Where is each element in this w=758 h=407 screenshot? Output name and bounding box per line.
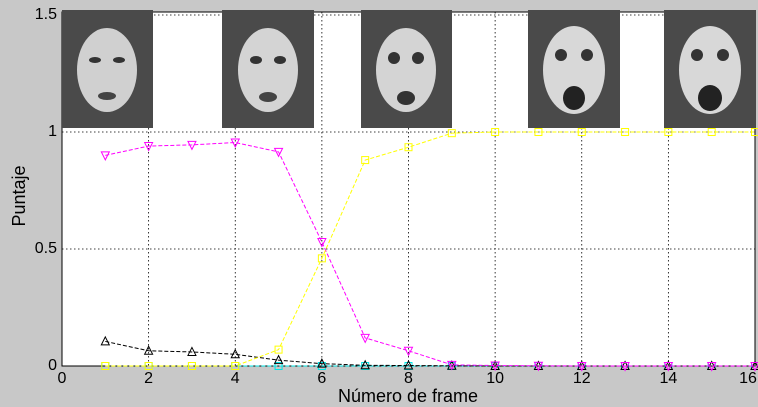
data-point: [317, 237, 327, 248]
series: [101, 128, 758, 370]
x-tick-label: 2: [144, 370, 153, 387]
data-point: [361, 156, 370, 165]
y-tick-label: 1.5: [35, 6, 57, 23]
data-point: [361, 362, 370, 370]
data-point: [317, 358, 327, 368]
data-point: [187, 362, 196, 370]
series-line: [105, 142, 755, 367]
data-point: [273, 147, 284, 158]
data-point: [317, 254, 326, 263]
x-tick-label: 6: [317, 370, 326, 387]
series-line: [105, 131, 755, 367]
data-point: [707, 128, 716, 136]
data-point: [143, 345, 154, 355]
face-image: [361, 10, 452, 128]
data-point: [230, 348, 241, 359]
face-image: [528, 10, 620, 128]
data-point: [620, 362, 630, 372]
x-axis-label: Número de frame: [338, 386, 478, 406]
data-point: [230, 138, 241, 149]
y-tick-label: 0.5: [35, 240, 57, 257]
data-point: [403, 359, 414, 370]
data-point: [231, 362, 240, 370]
data-point: [490, 361, 500, 372]
series: [100, 138, 758, 372]
x-tick-label: 16: [739, 370, 757, 387]
data-point: [100, 151, 111, 162]
data-point: [447, 129, 456, 138]
data-point: [101, 362, 110, 370]
face-image: [664, 10, 756, 128]
face-images: [62, 10, 756, 128]
data-point: [360, 359, 370, 370]
series-group: [100, 128, 758, 372]
data-point: [144, 362, 153, 370]
data-point: [621, 128, 630, 136]
data-point: [273, 354, 284, 365]
x-tick-label: 8: [404, 370, 413, 387]
y-axis-label: Puntaje: [9, 165, 29, 226]
data-point: [100, 335, 111, 346]
face-image: [62, 10, 153, 128]
x-tick-label: 14: [659, 370, 677, 387]
data-point: [576, 362, 587, 372]
y-tick-label: 1: [48, 123, 57, 140]
data-point: [664, 128, 673, 136]
data-point: [143, 142, 154, 152]
data-point: [274, 362, 283, 370]
data-point: [533, 361, 544, 372]
data-point: [491, 128, 500, 136]
data-point: [751, 128, 758, 136]
data-point: [187, 346, 197, 356]
data-point: [750, 362, 758, 372]
face-image: [222, 10, 314, 128]
data-point: [274, 345, 283, 354]
labels: Número de frame Puntaje 0 2 4 6 8 10 12 14 16 0 0.…: [9, 6, 757, 406]
y-tick-label: 0: [48, 357, 57, 374]
data-point: [706, 362, 717, 372]
data-point: [663, 362, 674, 372]
data-point: [403, 346, 414, 357]
data-point: [187, 140, 197, 151]
data-point: [577, 128, 586, 136]
x-tick-label: 4: [231, 370, 240, 387]
x-tick-label: 12: [573, 370, 591, 387]
data-point: [447, 360, 457, 371]
data-point: [360, 333, 370, 344]
x-tick-label: 0: [58, 370, 67, 387]
data-point: [404, 143, 413, 152]
x-tick-label: 10: [486, 370, 504, 387]
data-point: [534, 128, 543, 136]
